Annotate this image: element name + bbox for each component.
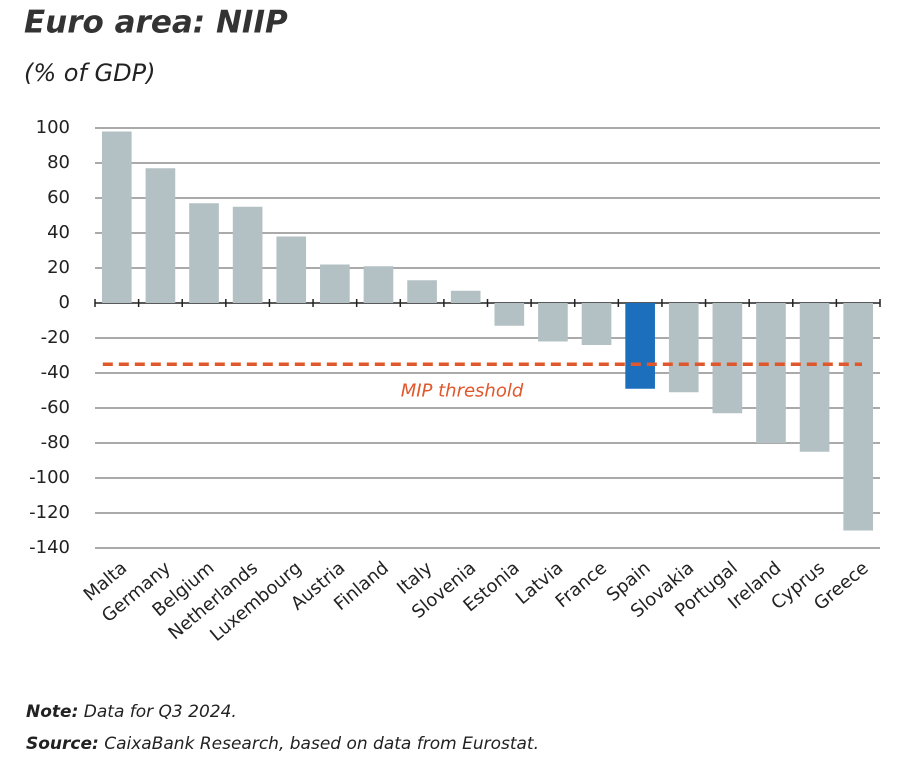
y-tick-label: -140 (29, 537, 70, 558)
bar (625, 303, 655, 389)
bar (232, 206, 263, 303)
y-tick-label: 60 (47, 187, 70, 208)
y-tick-label: -100 (29, 467, 70, 488)
bar (450, 290, 481, 303)
note-label: Note: (26, 702, 79, 722)
threshold-label: MIP threshold (401, 380, 524, 401)
bar (145, 168, 176, 303)
y-tick-label: 100 (36, 117, 70, 138)
y-tick-label: 40 (47, 222, 70, 243)
y-tick-label: 80 (47, 152, 70, 173)
bar (407, 280, 437, 303)
note: Note: Data for Q3 2024. (26, 696, 539, 728)
bar (320, 264, 350, 303)
chart-subtitle: (% of GDP) (24, 59, 155, 87)
source-text: CaixaBank Research, based on data from E… (104, 734, 539, 754)
source: Source: CaixaBank Research, based on dat… (26, 728, 539, 760)
bar (581, 303, 612, 345)
bar (538, 303, 568, 342)
y-tick-label: 0 (59, 292, 70, 313)
bar (712, 303, 743, 414)
bar (799, 303, 830, 452)
y-tick-label: -20 (41, 327, 70, 348)
bar (189, 203, 219, 303)
notes: Note: Data for Q3 2024. Source: CaixaBan… (26, 696, 539, 760)
bar (843, 303, 874, 531)
chart: Euro area: NIIP (% of GDP) 100 80 60 40 20 0 -… (24, 5, 881, 646)
chart-title: Euro area: NIIP (24, 5, 288, 41)
y-tick-label: -120 (29, 502, 70, 523)
y-tick-label: 20 (47, 257, 70, 278)
bar (494, 303, 525, 326)
bar (363, 266, 394, 303)
y-tick-label: -80 (41, 432, 70, 453)
y-tick-label: -60 (41, 397, 70, 418)
source-label: Source: (26, 734, 99, 754)
y-tick-label: -40 (41, 362, 70, 383)
bar (101, 131, 132, 303)
bar (756, 303, 786, 443)
note-text: Data for Q3 2024. (83, 702, 237, 722)
bar (276, 236, 307, 303)
bar (668, 303, 699, 393)
